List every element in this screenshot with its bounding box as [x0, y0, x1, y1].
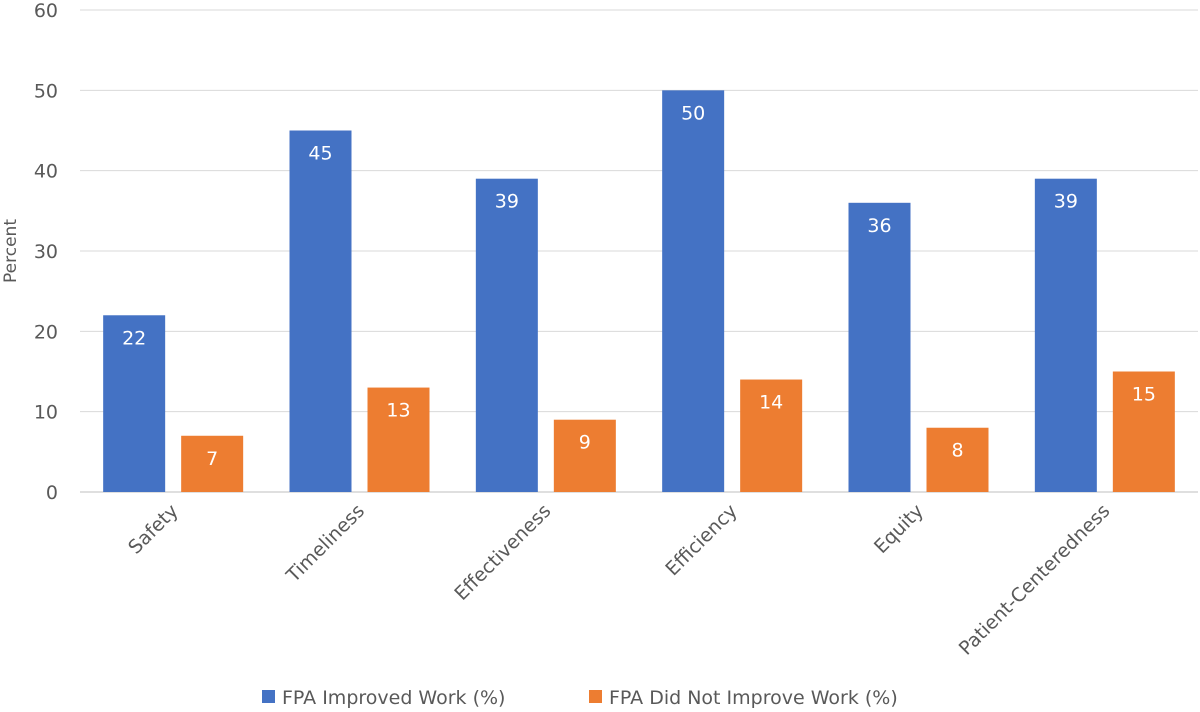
y-tick-label: 10	[34, 402, 58, 424]
legend-label: FPA Improved Work (%)	[282, 687, 505, 709]
legend: FPA Improved Work (%) FPA Did Not Improve…	[262, 687, 898, 709]
y-axis-ticks: 0 10 20 30 40 50 60	[34, 0, 58, 504]
data-label: 13	[386, 400, 410, 422]
x-tick-label: Patient-Centeredness	[955, 500, 1115, 660]
bar	[1034, 178, 1097, 492]
data-label: 36	[867, 215, 891, 237]
x-tick-label: Equity	[870, 500, 928, 558]
bar	[1112, 371, 1175, 492]
y-tick-label: 40	[34, 161, 58, 183]
bar	[367, 387, 430, 492]
legend-label: FPA Did Not Improve Work (%)	[609, 687, 898, 709]
legend-swatch	[589, 690, 602, 703]
x-tick-label: Timeliness	[282, 500, 369, 587]
x-axis-labels: Safety Timeliness Effectiveness Efficiency E…	[124, 500, 1114, 660]
y-tick-label: 50	[34, 80, 58, 102]
data-label: 50	[681, 102, 705, 124]
y-tick-label: 0	[46, 482, 58, 504]
bar	[662, 90, 725, 492]
y-tick-label: 30	[34, 241, 58, 263]
x-tick-label: Effectiveness	[450, 500, 555, 605]
y-axis-title: Percent	[1, 219, 21, 283]
data-label: 39	[1054, 191, 1078, 213]
data-label: 15	[1132, 384, 1156, 406]
bar	[848, 202, 911, 493]
bar	[475, 178, 538, 492]
bar	[289, 130, 352, 492]
data-label: 14	[759, 392, 783, 414]
bars: 22 7 45 13 39 9 50 14 36 8 39 15	[103, 90, 1175, 493]
y-tick-label: 20	[34, 321, 58, 343]
y-tick-label: 60	[34, 0, 58, 22]
gridlines	[80, 9, 1198, 493]
bar	[553, 419, 616, 492]
data-label: 39	[495, 191, 519, 213]
data-label: 45	[308, 143, 332, 165]
x-tick-label: Efficiency	[661, 500, 741, 580]
bar	[103, 315, 166, 492]
data-label: 7	[206, 448, 218, 470]
data-label: 22	[122, 327, 146, 349]
legend-swatch	[262, 690, 275, 703]
data-label: 9	[579, 432, 591, 454]
data-label: 8	[951, 440, 963, 462]
bar	[181, 435, 244, 492]
bar	[740, 379, 803, 492]
bar	[926, 427, 989, 492]
x-tick-label: Safety	[124, 500, 183, 559]
